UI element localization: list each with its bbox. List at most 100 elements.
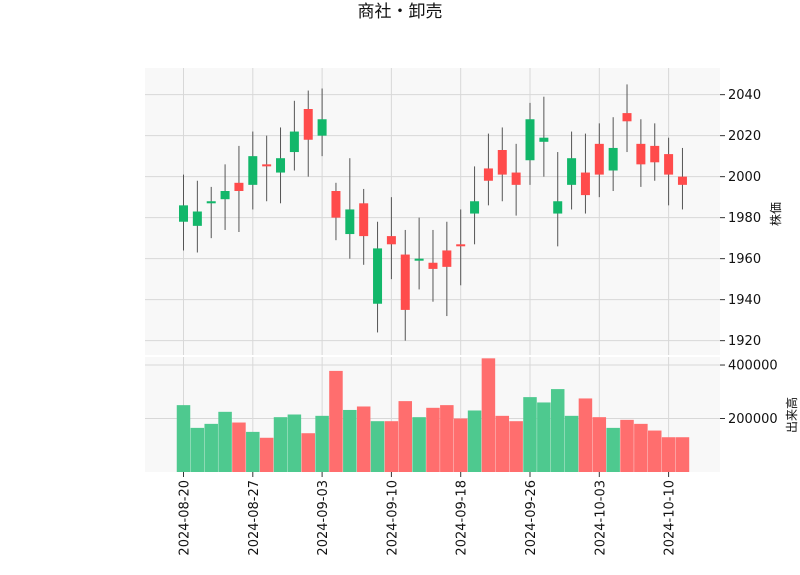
volume-bar — [190, 427, 205, 472]
candle-body — [317, 119, 327, 136]
volume-bar — [481, 358, 496, 472]
candle — [317, 88, 327, 157]
volume-bar — [426, 407, 440, 472]
date-tick-label: 2024-09-03 — [316, 480, 331, 556]
price-axis-label: 株価 — [768, 202, 783, 226]
price-tick-label: 1940 — [728, 293, 761, 308]
candle-body — [331, 191, 341, 218]
volume-bar — [523, 397, 537, 472]
candle — [386, 197, 396, 280]
volume-bar — [509, 421, 523, 472]
volume-bar — [232, 422, 246, 472]
candle-body — [359, 203, 369, 237]
date-tick-label: 2024-09-18 — [455, 480, 470, 556]
volume-bar — [537, 402, 551, 472]
volume-bar — [176, 405, 191, 472]
date-tick-label: 2024-08-20 — [178, 480, 193, 556]
candle — [608, 117, 618, 191]
candle — [303, 90, 313, 177]
volume-bar — [412, 417, 426, 472]
candle — [553, 152, 563, 247]
volume-bar — [329, 370, 343, 472]
price-tick-label: 2020 — [728, 129, 761, 144]
candle — [580, 133, 590, 214]
candle — [373, 221, 383, 333]
volume-bar — [398, 401, 413, 472]
volume-bar — [495, 415, 510, 472]
volume-bar — [287, 414, 302, 472]
candle-body — [456, 244, 466, 247]
date-tick-label: 2024-09-10 — [385, 480, 400, 556]
candle-body — [234, 182, 244, 191]
date-tick-label: 2024-09-26 — [524, 480, 539, 556]
date-tick-label: 2024-10-03 — [593, 480, 608, 556]
candle — [414, 217, 424, 290]
candle — [525, 102, 535, 185]
candle — [248, 131, 258, 210]
volume-bar — [578, 398, 593, 472]
candle — [636, 119, 646, 187]
candle-body — [262, 164, 272, 167]
volume-bar — [301, 433, 315, 472]
candle-body — [470, 201, 480, 214]
volume-bar — [273, 417, 288, 472]
candle — [400, 229, 410, 341]
candle-body — [483, 168, 493, 181]
price-panel — [145, 68, 720, 355]
candle-body — [289, 131, 299, 153]
candle-body — [248, 156, 258, 185]
candle-body — [636, 143, 646, 165]
volume-bar — [315, 415, 329, 472]
candle-body — [428, 262, 438, 269]
candle — [497, 127, 507, 202]
candle — [483, 133, 493, 206]
candle — [345, 158, 355, 259]
candle — [276, 127, 286, 204]
volume-bar — [259, 437, 274, 472]
volume-bar — [564, 415, 579, 472]
candle-body — [622, 113, 632, 122]
volume-axis-label: 出来高 — [784, 397, 799, 433]
volume-bar — [634, 423, 648, 472]
candle-body — [567, 158, 577, 185]
date-tick-label: 2024-10-10 — [663, 480, 678, 556]
volume-axis: 200000 400000 — [720, 359, 778, 427]
candle-body — [608, 147, 618, 171]
candle-body — [525, 119, 535, 161]
candle — [594, 123, 604, 198]
candle — [179, 174, 188, 251]
volume-bar — [343, 409, 357, 472]
candle-body — [497, 150, 507, 175]
candle — [359, 188, 369, 265]
volume-bar — [246, 431, 260, 472]
candle — [511, 143, 521, 216]
candle — [664, 137, 674, 206]
price-axis: 1920 1940 1960 1980 2000 2020 2040 — [720, 88, 761, 349]
date-tick-label: 2024-08-27 — [247, 480, 262, 556]
candle — [289, 100, 299, 171]
candle-body — [220, 191, 230, 200]
price-tick-label: 2000 — [728, 170, 761, 185]
candle — [677, 147, 687, 210]
candle-body — [179, 205, 188, 222]
candle — [539, 96, 549, 177]
volume-bar — [620, 419, 634, 472]
volume-bar — [356, 406, 371, 472]
candle-body — [400, 254, 410, 310]
volume-bar — [550, 389, 565, 472]
candle-body — [650, 145, 660, 163]
volume-bar — [467, 410, 482, 472]
candle-body — [414, 258, 424, 261]
candle — [650, 123, 660, 181]
volume-bars-layer — [176, 358, 690, 472]
price-tick-label: 1980 — [728, 211, 761, 226]
candle — [470, 166, 480, 245]
candle-body — [539, 137, 549, 142]
candle-body — [206, 201, 216, 204]
volume-bar — [204, 423, 218, 472]
volume-bar — [370, 421, 385, 472]
candle — [622, 84, 632, 153]
candles-layer — [179, 84, 687, 341]
volume-tick-label: 400000 — [728, 359, 778, 374]
